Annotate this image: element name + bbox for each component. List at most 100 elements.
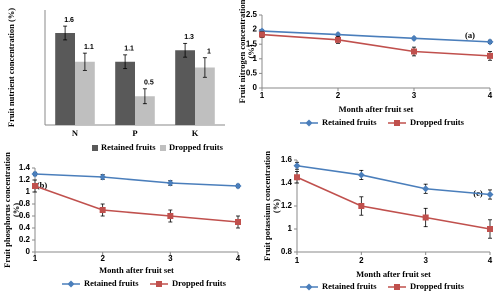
bar: [175, 50, 195, 125]
legend-label: Dropped fruits: [410, 117, 465, 127]
y-axis-label: Fruit potassium concentration: [262, 151, 272, 261]
y-axis-label: Fruit nutrient concentration (%): [6, 8, 16, 127]
y-tick-label: 2.5: [246, 10, 258, 19]
bar: [135, 96, 155, 125]
point: [99, 207, 106, 213]
series-line: [34, 185, 239, 223]
legend-label: Retained fruits: [322, 281, 377, 291]
legend-label: Retained fruits: [84, 278, 139, 288]
y-tick-label: 0: [253, 83, 258, 92]
point: [487, 52, 493, 59]
x-tick-label: 4: [488, 91, 493, 100]
x-tick-label: 3: [423, 256, 428, 265]
panel-label: (a): [465, 30, 475, 40]
y-tick-label: 1.4: [281, 178, 293, 187]
value-label: 1.3: [184, 34, 194, 41]
x-tick-label: 2: [336, 91, 341, 100]
point: [293, 162, 301, 170]
point: [99, 173, 107, 181]
value-label: 1: [207, 49, 211, 56]
y-tick-label: 0.8: [19, 199, 31, 208]
bar: [195, 67, 215, 125]
y-axis-label: (%): [246, 44, 256, 58]
bar: [75, 61, 95, 125]
legend-marker: [394, 284, 400, 290]
y-axis-label: (%): [11, 203, 21, 217]
legend-label: Dropped fruits: [410, 281, 465, 291]
legend-marker: [156, 281, 162, 287]
x-tick-label: 2: [359, 256, 364, 265]
y-tick-label: 1.6: [281, 155, 293, 164]
point: [335, 36, 341, 43]
y-tick-label: 0: [26, 247, 31, 256]
legend-label: Retained fruits: [322, 117, 377, 127]
y-axis-label: Fruit nitrogen concentration: [237, 0, 247, 103]
legend-marker: [305, 119, 313, 127]
x-tick-label: 1: [295, 256, 300, 265]
point: [166, 179, 174, 187]
x-tick-label: K: [192, 128, 199, 138]
x-tick-label: 2: [100, 254, 105, 263]
legend-marker: [394, 120, 400, 126]
legend-label: Dropped fruits: [169, 142, 224, 152]
y-axis-label: (%): [271, 199, 281, 213]
x-tick-label: 1: [260, 91, 265, 100]
point: [235, 219, 241, 225]
y-tick-label: 1.4: [19, 163, 31, 172]
x-tick-label: 4: [236, 254, 241, 263]
point: [259, 31, 265, 38]
x-tick-label: N: [72, 128, 79, 138]
point: [411, 48, 417, 55]
value-label: 1.1: [124, 46, 134, 53]
legend-label: Dropped fruits: [172, 278, 227, 288]
legend-marker: [67, 280, 75, 288]
y-tick-label: 0.6: [19, 211, 31, 220]
y-tick-label: 0.4: [19, 223, 31, 232]
x-axis-label: Month after fruit set: [339, 104, 414, 114]
y-tick-label: 1: [26, 187, 31, 196]
y-tick-label: 1.2: [281, 201, 293, 210]
point: [294, 174, 300, 181]
series-line: [261, 33, 491, 57]
x-tick-label: P: [132, 128, 137, 138]
x-axis-label: Month after fruit set: [99, 265, 174, 275]
x-tick-label: 4: [488, 256, 493, 265]
point: [486, 38, 494, 46]
y-tick-label: 0.5: [246, 69, 258, 78]
point: [358, 203, 365, 209]
y-tick-label: 1.2: [19, 175, 31, 184]
y-tick-label: 0.8: [281, 247, 293, 256]
point: [31, 170, 39, 178]
x-tick-label: 1: [33, 254, 38, 263]
legend-label: Retained fruits: [101, 142, 156, 152]
panel-label: (b): [37, 180, 48, 190]
y-tick-label: 1: [253, 54, 258, 63]
point: [357, 171, 365, 179]
y-axis-label: Fruit phosphorus concentration: [2, 152, 12, 268]
legend-swatch: [160, 145, 166, 151]
series-line: [261, 30, 491, 43]
point: [32, 183, 38, 189]
x-axis-label: Month after fruit set: [356, 269, 431, 279]
series-line: [296, 164, 491, 196]
legend-marker: [305, 283, 313, 291]
x-tick-label: 3: [168, 254, 173, 263]
y-tick-label: 1.5: [246, 39, 258, 48]
point: [486, 191, 494, 198]
x-tick-label: 3: [412, 91, 417, 100]
bar: [115, 61, 135, 125]
point: [487, 226, 493, 232]
point: [167, 213, 174, 219]
bar: [55, 33, 75, 125]
value-label: 1.6: [64, 17, 74, 24]
legend-swatch: [92, 145, 98, 151]
y-tick-label: 0.2: [19, 235, 31, 244]
y-tick-label: 2: [253, 25, 258, 34]
value-label: 1.1: [84, 44, 94, 51]
value-label: 0.5: [144, 80, 154, 87]
y-tick-label: 1: [288, 224, 293, 233]
point: [410, 34, 418, 42]
series-line: [34, 173, 239, 187]
point: [258, 27, 266, 35]
